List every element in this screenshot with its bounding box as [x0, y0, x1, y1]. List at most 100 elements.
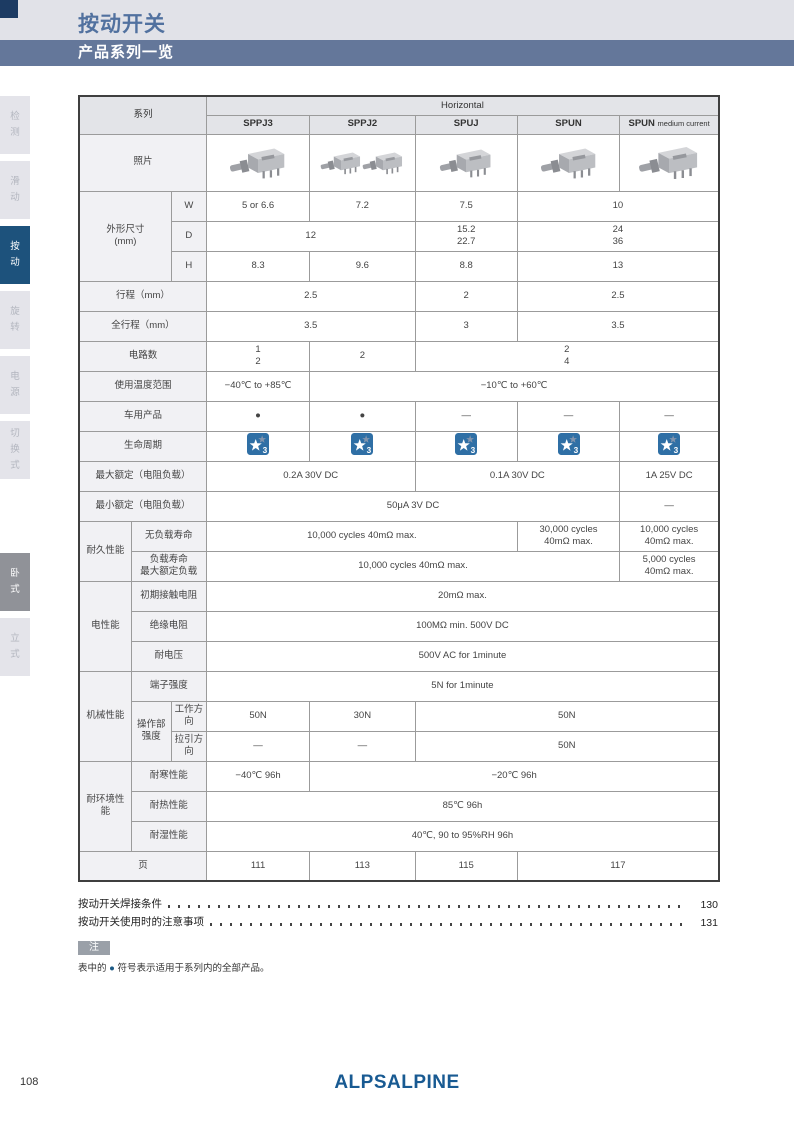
cell-work-spu: 50N	[414, 700, 720, 732]
index-link-page: 131	[700, 917, 718, 929]
cell-pull-sppj3: —	[205, 730, 311, 762]
cell-w-spuj: 7.5	[414, 190, 518, 222]
insulation-label: 绝缘电阻	[130, 610, 207, 642]
series-name-suffix: medium current	[657, 119, 710, 129]
column-header-spun-medium: SPUN medium current	[619, 114, 720, 135]
cell-circuits-sppj3: 1 2	[205, 340, 311, 372]
cell-heat: 85℃ 96h	[205, 790, 720, 822]
dim-d-label: D	[170, 220, 207, 252]
sidebar-tab-label: 滑动	[10, 175, 20, 203]
full-stroke-label: 全行程（mm）	[78, 310, 207, 342]
lifecycle-badge-icon	[205, 430, 311, 462]
cell-temp-rest: −10℃ to +60℃	[309, 370, 720, 402]
sidebar-tab-power[interactable]: 电源	[0, 356, 30, 414]
dim-w-label: W	[170, 190, 207, 222]
page-link-sppj2[interactable]: 113	[309, 850, 416, 882]
cell-minrating-main: 50μA 3V DC	[205, 490, 621, 522]
product-photo-spun-medium	[619, 133, 720, 192]
page-link-spuj[interactable]: 115	[414, 850, 518, 882]
cell-h-sppj3: 8.3	[205, 250, 311, 282]
series-name: SPUN	[628, 118, 655, 130]
cell-humidity: 40℃, 90 to 95%RH 96h	[205, 820, 720, 852]
cold-resistance-label: 耐寒性能	[130, 760, 207, 792]
photo-row-label: 照片	[78, 133, 207, 192]
index-link-label: 按动开关使用时的注意事项	[78, 916, 204, 928]
note-badge: 注	[78, 941, 110, 955]
cell-cold-rest: −20℃ 96h	[309, 760, 720, 792]
orientation-header: Horizontal	[205, 95, 720, 116]
terminal-strength-label: 端子强度	[130, 670, 207, 702]
sidebar-tab-slide[interactable]: 滑动	[0, 161, 30, 219]
corner-accent-square	[0, 0, 18, 18]
index-links: 按动开关焊接条件 130 按动开关使用时的注意事项 131	[78, 893, 718, 929]
sidebar-tab-push-active[interactable]: 按动	[0, 226, 30, 284]
page-title: 按动开关	[78, 13, 166, 36]
automotive-dot-sppj3: ●	[205, 400, 311, 432]
page-number: 108	[20, 1076, 39, 1088]
sidebar-tab-horizontal-type[interactable]: 卧式	[0, 553, 30, 611]
cell-maxrating-spu: 0.1A 30V DC	[414, 460, 621, 492]
column-header-spuj: SPUJ	[414, 114, 518, 135]
cell-pull-sppj2: —	[309, 730, 416, 762]
series-name: SPUN	[555, 118, 582, 130]
column-header-sppj2: SPPJ2	[309, 114, 416, 135]
cell-loadlife-spun-medium: 5,000 cycles 40mΩ max.	[619, 550, 720, 582]
humidity-resistance-label: 耐湿性能	[130, 820, 207, 852]
temperature-label: 使用温度范围	[78, 370, 207, 402]
cell-cold-sppj3: −40℃ 96h	[205, 760, 311, 792]
automotive-dash-spun: —	[516, 400, 621, 432]
lifecycle-label: 生命周期	[78, 430, 207, 462]
page-link-spun[interactable]: 117	[516, 850, 720, 882]
cell-noload-spun: 30,000 cycles 40mΩ max.	[516, 520, 621, 552]
cell-h-spuj: 8.8	[414, 250, 518, 282]
cell-h-spun: 13	[516, 250, 720, 282]
sidebar-tab-label: 切换式	[10, 427, 20, 472]
product-photo-sppj2	[309, 133, 416, 192]
cell-h-sppj2: 9.6	[309, 250, 416, 282]
sidebar-tab-vertical-type[interactable]: 立式	[0, 618, 30, 676]
min-rating-label: 最小额定（电阻负载）	[78, 490, 207, 522]
automotive-dash-spun-medium: —	[619, 400, 720, 432]
environment-group-label: 耐环境性能	[78, 760, 132, 852]
mechanical-group-label: 机械性能	[78, 670, 132, 762]
lifecycle-badge-icon	[309, 430, 416, 462]
section-subtitle: 产品系列一览	[78, 44, 175, 61]
sidebar-tab-label: 按动	[10, 240, 20, 268]
cell-circuits-spu: 2 4	[414, 340, 720, 372]
cell-work-sppj3: 50N	[205, 700, 311, 732]
cell-contact-resistance: 20mΩ max.	[205, 580, 720, 612]
cell-loadlife-main: 10,000 cycles 40mΩ max.	[205, 550, 621, 582]
index-link-page: 130	[700, 899, 718, 911]
cell-stroke-spuj: 2	[414, 280, 518, 312]
contact-resistance-label: 初期接触电阻	[130, 580, 207, 612]
cell-stroke-sppj: 2.5	[205, 280, 416, 312]
cell-w-spun: 10	[516, 190, 720, 222]
lifecycle-badge-icon	[516, 430, 621, 462]
sidebar-tab-detection[interactable]: 检测	[0, 96, 30, 154]
sidebar-tab-rotary[interactable]: 旋转	[0, 291, 30, 349]
series-spec-table: 系列 Horizontal SPPJ3 SPPJ2 SPUJ SPUN SPUN…	[78, 95, 720, 882]
operating-strength-group-label: 操作部强度	[130, 700, 172, 762]
index-link-soldering[interactable]: 按动开关焊接条件 130	[78, 893, 718, 911]
cell-maxrating-spun-medium: 1A 25V DC	[619, 460, 720, 492]
cell-temp-sppj3: −40℃ to +85℃	[205, 370, 311, 402]
page-link-sppj3[interactable]: 111	[205, 850, 311, 882]
sidebar-tab-toggle[interactable]: 切换式	[0, 421, 30, 479]
index-link-precautions[interactable]: 按动开关使用时的注意事项 131	[78, 911, 718, 929]
cell-fullstroke-spun: 3.5	[516, 310, 720, 342]
product-photo-spun	[516, 133, 621, 192]
sidebar-tab-label: 电源	[10, 370, 20, 398]
note-suffix: 符号表示适用于系列内的全部产品。	[114, 963, 270, 974]
load-life-label: 负载寿命 最大额定负载	[130, 550, 207, 582]
series-header-label: 系列	[78, 95, 207, 135]
heat-resistance-label: 耐热性能	[130, 790, 207, 822]
header-band	[0, 0, 794, 40]
dot-leader	[168, 905, 688, 908]
cell-work-sppj2: 30N	[309, 700, 416, 732]
section-title-bar: 产品系列一览	[0, 40, 794, 66]
product-photo-spuj	[414, 133, 518, 192]
electrical-group-label: 电性能	[78, 580, 132, 672]
cell-fullstroke-spuj: 3	[414, 310, 518, 342]
page-row-label: 页	[78, 850, 207, 882]
lifecycle-badge-icon	[619, 430, 720, 462]
